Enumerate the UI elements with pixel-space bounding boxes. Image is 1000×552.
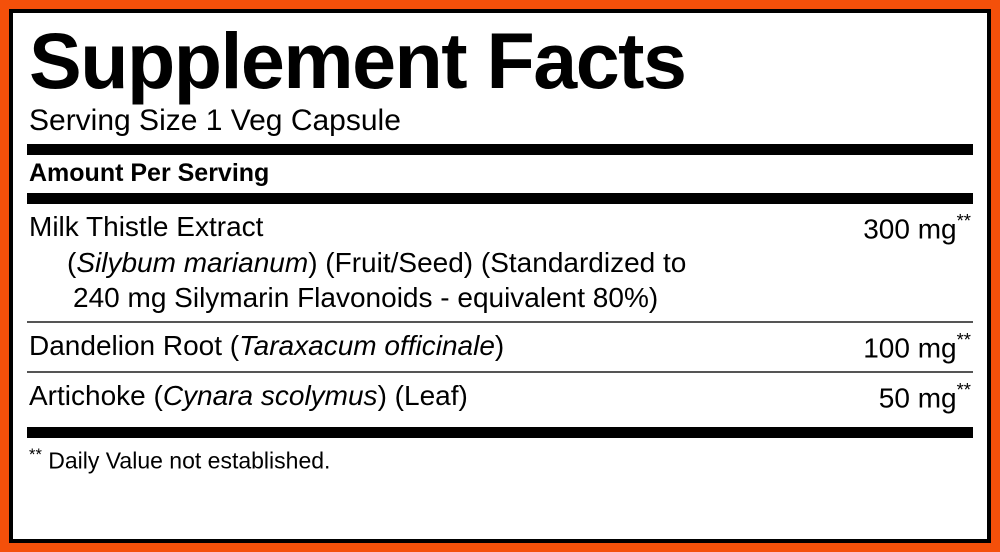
- footnote-marker: **: [956, 209, 971, 231]
- ingredient-amount: 50 mg**: [861, 378, 971, 416]
- footnote-label: Daily Value not established.: [48, 447, 331, 474]
- footnote-text: ** Daily Value not established.: [27, 438, 973, 475]
- table-row: Artichoke (Cynara scolymus) (Leaf) 50 mg…: [27, 373, 973, 421]
- ingredient-name-prefix: Artichoke (: [29, 380, 163, 412]
- ingredient-name-suffix: ): [494, 330, 505, 362]
- botanical-name: Cynara scolymus: [162, 380, 378, 412]
- ingredient-subline-botanical: (Silybum marianum) (Fruit/Seed) (Standar…: [29, 245, 845, 281]
- subline-prefix: (: [67, 246, 77, 278]
- ingredient-name-block: Milk Thistle Extract (Silybum marianum) …: [29, 209, 845, 316]
- ingredient-name: Milk Thistle Extract: [29, 210, 264, 242]
- amount-value: 100 mg: [863, 332, 957, 364]
- amount-value: 300 mg: [863, 213, 957, 245]
- page-title: Supplement Facts: [29, 16, 687, 105]
- supplement-facts-panel: Supplement Facts Serving Size 1 Veg Caps…: [9, 9, 991, 543]
- table-row: Dandelion Root (Taraxacum officinale) 10…: [27, 323, 973, 371]
- botanical-name: Silybum marianum: [76, 246, 309, 278]
- botanical-name: Taraxacum officinale: [239, 330, 495, 362]
- ingredient-name-block: Artichoke (Cynara scolymus) (Leaf): [29, 378, 861, 414]
- ingredient-amount: 100 mg**: [845, 328, 971, 366]
- rule-thick-under-amount-header: [27, 192, 973, 204]
- footnote-marker: **: [29, 444, 42, 464]
- amount-per-serving-header: Amount Per Serving: [29, 159, 270, 188]
- rule-thin-1: [27, 321, 973, 324]
- ingredient-name: Dandelion Root (Taraxacum officinale): [29, 328, 845, 364]
- ingredient-subline-standardization: 240 mg Silymarin Flavonoids - equivalent…: [73, 282, 659, 314]
- subline-suffix: ) (Fruit/Seed) (Standardized to: [308, 246, 687, 278]
- ingredient-name: Artichoke (Cynara scolymus) (Leaf): [29, 378, 861, 414]
- table-row: Milk Thistle Extract (Silybum marianum) …: [27, 204, 973, 321]
- rule-thick-bottom: [27, 426, 973, 438]
- footnote-marker: **: [956, 329, 971, 351]
- ingredient-name-block: Dandelion Root (Taraxacum officinale): [29, 328, 845, 364]
- rule-thick-top: [27, 144, 973, 156]
- ingredient-name-prefix: Dandelion Root (: [29, 330, 240, 362]
- amount-value: 50 mg: [878, 382, 957, 414]
- serving-size-text: Serving Size 1 Veg Capsule: [29, 103, 401, 137]
- footnote-marker: **: [956, 379, 971, 401]
- rule-thin-2: [27, 371, 973, 374]
- ingredient-name-suffix: ) (Leaf): [377, 380, 468, 412]
- ingredient-amount: 300 mg**: [845, 209, 971, 247]
